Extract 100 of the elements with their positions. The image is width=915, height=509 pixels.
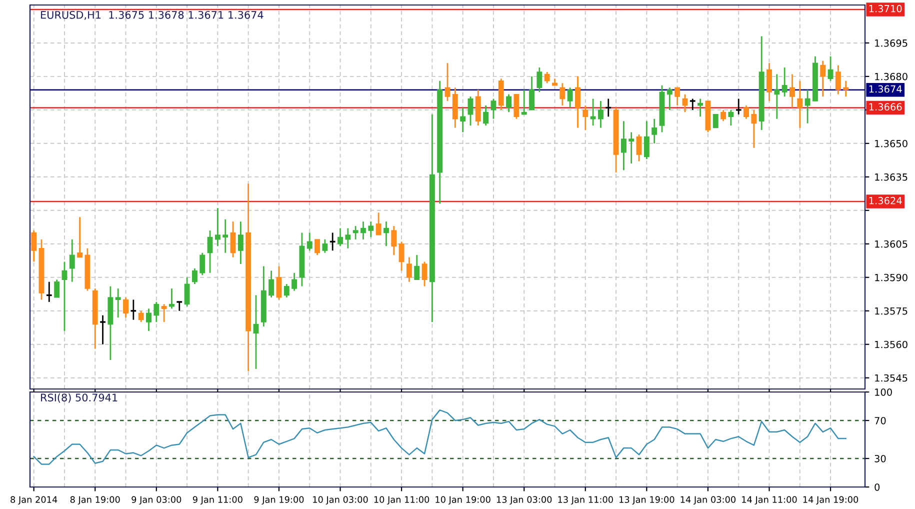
candlestick bbox=[115, 288, 121, 318]
candlestick bbox=[338, 228, 343, 247]
candlestick bbox=[751, 109, 757, 149]
candlestick bbox=[306, 232, 312, 252]
candlestick bbox=[99, 314, 106, 346]
candlestick bbox=[536, 66, 542, 93]
candlestick bbox=[184, 276, 190, 308]
x-tick-label: 14 Jan 03:00 bbox=[680, 496, 736, 505]
candlestick bbox=[720, 109, 726, 122]
candlestick bbox=[398, 240, 404, 272]
candlestick bbox=[200, 252, 206, 276]
candlestick bbox=[598, 100, 604, 128]
candlestick bbox=[604, 98, 612, 118]
candlestick bbox=[376, 212, 382, 236]
ref-line-label: 1.3666 bbox=[869, 103, 902, 111]
x-tick-label: 9 Jan 19:00 bbox=[254, 496, 304, 505]
candlestick bbox=[146, 308, 152, 332]
x-tick-label: 10 Jan 11:00 bbox=[374, 496, 430, 505]
candlestick bbox=[422, 261, 428, 287]
candlestick bbox=[284, 283, 290, 298]
candlestick bbox=[314, 238, 320, 256]
candlestick bbox=[161, 303, 167, 323]
y-tick-label: 1.3590 bbox=[875, 274, 908, 282]
candlestick bbox=[774, 74, 780, 120]
y-tick-label: 0 bbox=[874, 483, 880, 491]
x-tick-label: 10 Jan 19:00 bbox=[436, 496, 490, 505]
candlestick bbox=[414, 254, 420, 280]
x-tick-label: 13 Jan 19:00 bbox=[620, 496, 674, 505]
chart-title: EURUSD,H1 1.3675 1.3678 1.3671 1.3674 bbox=[41, 10, 264, 20]
candlestick bbox=[644, 120, 650, 160]
candlestick bbox=[468, 96, 474, 126]
ref-line-label: 1.3710 bbox=[869, 4, 902, 12]
candlestick bbox=[176, 301, 183, 312]
candlestick bbox=[345, 228, 351, 250]
x-tick-label: 8 Jan 19:00 bbox=[70, 496, 120, 505]
candlestick bbox=[582, 104, 588, 131]
y-tick-label: 1.3605 bbox=[875, 240, 908, 248]
candlestick bbox=[529, 76, 534, 111]
candlestick bbox=[666, 86, 672, 111]
x-tick-label: 13 Jan 11:00 bbox=[558, 496, 613, 505]
candlestick bbox=[636, 134, 642, 162]
candlestick bbox=[835, 64, 841, 95]
candlestick bbox=[674, 86, 680, 106]
x-tick-label: 13 Jan 03:00 bbox=[496, 496, 552, 505]
candlestick bbox=[735, 98, 742, 116]
candlestick bbox=[329, 232, 336, 252]
x-tick-label: 9 Jan 11:00 bbox=[192, 496, 242, 505]
line-series bbox=[33, 409, 846, 465]
ref-line-label: 1.3674 bbox=[869, 85, 902, 93]
candlestick bbox=[460, 107, 466, 133]
candlestick bbox=[383, 220, 389, 247]
y-tick-label: 1.3680 bbox=[875, 72, 908, 80]
y-tick-label: 70 bbox=[874, 416, 886, 424]
candlestick bbox=[54, 278, 60, 298]
candlestick bbox=[62, 261, 68, 332]
candlestick bbox=[797, 80, 803, 128]
y-tick-label: 1.3560 bbox=[875, 340, 908, 348]
candlestick bbox=[214, 207, 220, 247]
candlestick bbox=[268, 270, 274, 298]
candlestick bbox=[192, 268, 198, 285]
candlestick bbox=[483, 104, 489, 126]
candlestick bbox=[238, 220, 244, 265]
x-tick-label: 14 Jan 19:00 bbox=[803, 496, 858, 505]
candlestick bbox=[620, 120, 626, 171]
candlestick bbox=[828, 56, 834, 82]
chart-title: RSI(8) 50.7941 bbox=[41, 393, 118, 403]
x-tick-label: 14 Jan 11:00 bbox=[742, 496, 797, 505]
candlestick bbox=[782, 66, 788, 98]
candlestick bbox=[575, 76, 580, 128]
y-tick-label: 1.3635 bbox=[875, 173, 908, 181]
candlestick bbox=[322, 238, 328, 254]
candlestick bbox=[698, 98, 704, 118]
candlestick bbox=[514, 94, 520, 120]
candlestick bbox=[628, 132, 634, 164]
candlestick bbox=[567, 86, 573, 108]
x-tick-label: 8 Jan 2014 bbox=[10, 496, 58, 505]
candlestick bbox=[360, 220, 366, 240]
candlestick bbox=[560, 82, 566, 106]
candlestick bbox=[138, 310, 144, 323]
candlestick bbox=[804, 89, 810, 124]
candlestick bbox=[207, 230, 213, 274]
candlestick bbox=[790, 74, 795, 108]
candlestick bbox=[766, 62, 772, 102]
candlestick bbox=[406, 256, 412, 283]
candlestick bbox=[506, 94, 512, 113]
candlestick bbox=[820, 60, 826, 98]
candlestick bbox=[230, 220, 236, 258]
candlestick bbox=[368, 220, 374, 238]
x-tick-label: 10 Jan 03:00 bbox=[313, 496, 368, 505]
x-tick-label: 9 Jan 03:00 bbox=[132, 496, 182, 505]
candlestick bbox=[222, 218, 228, 254]
candlestick bbox=[46, 281, 53, 303]
candlestick bbox=[712, 114, 718, 128]
y-tick-label: 1.3650 bbox=[875, 140, 908, 148]
candlestick bbox=[682, 94, 688, 113]
y-tick-label: 100 bbox=[875, 388, 892, 396]
candlestick bbox=[391, 225, 397, 256]
candlestick bbox=[744, 104, 749, 120]
candlestick bbox=[352, 225, 358, 240]
candlestick bbox=[544, 71, 550, 84]
